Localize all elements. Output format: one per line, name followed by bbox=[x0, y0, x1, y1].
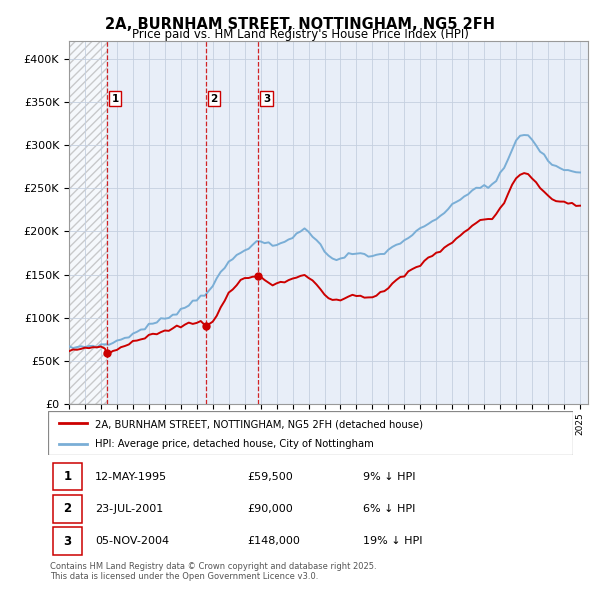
Text: 9% ↓ HPI: 9% ↓ HPI bbox=[363, 472, 415, 482]
Text: Contains HM Land Registry data © Crown copyright and database right 2025.
This d: Contains HM Land Registry data © Crown c… bbox=[50, 562, 376, 581]
Text: £59,500: £59,500 bbox=[248, 472, 293, 482]
FancyBboxPatch shape bbox=[53, 495, 82, 523]
Text: £90,000: £90,000 bbox=[248, 504, 293, 514]
Text: 2: 2 bbox=[211, 94, 218, 104]
Text: 23-JUL-2001: 23-JUL-2001 bbox=[95, 504, 163, 514]
Text: 19% ↓ HPI: 19% ↓ HPI bbox=[363, 536, 422, 546]
Text: 6% ↓ HPI: 6% ↓ HPI bbox=[363, 504, 415, 514]
Text: HPI: Average price, detached house, City of Nottingham: HPI: Average price, detached house, City… bbox=[95, 440, 374, 450]
Text: 1: 1 bbox=[64, 470, 71, 483]
Text: 12-MAY-1995: 12-MAY-1995 bbox=[95, 472, 167, 482]
Text: 2A, BURNHAM STREET, NOTTINGHAM, NG5 2FH: 2A, BURNHAM STREET, NOTTINGHAM, NG5 2FH bbox=[105, 17, 495, 31]
Text: £148,000: £148,000 bbox=[248, 536, 301, 546]
Text: 3: 3 bbox=[263, 94, 270, 104]
FancyBboxPatch shape bbox=[53, 463, 82, 490]
Text: 2: 2 bbox=[64, 502, 71, 516]
FancyBboxPatch shape bbox=[48, 411, 573, 455]
Bar bbox=[69, 41, 107, 404]
Text: 1: 1 bbox=[112, 94, 119, 104]
Text: Price paid vs. HM Land Registry's House Price Index (HPI): Price paid vs. HM Land Registry's House … bbox=[131, 28, 469, 41]
Text: 3: 3 bbox=[64, 535, 71, 548]
Text: 05-NOV-2004: 05-NOV-2004 bbox=[95, 536, 169, 546]
Text: 2A, BURNHAM STREET, NOTTINGHAM, NG5 2FH (detached house): 2A, BURNHAM STREET, NOTTINGHAM, NG5 2FH … bbox=[95, 419, 423, 429]
FancyBboxPatch shape bbox=[53, 527, 82, 555]
